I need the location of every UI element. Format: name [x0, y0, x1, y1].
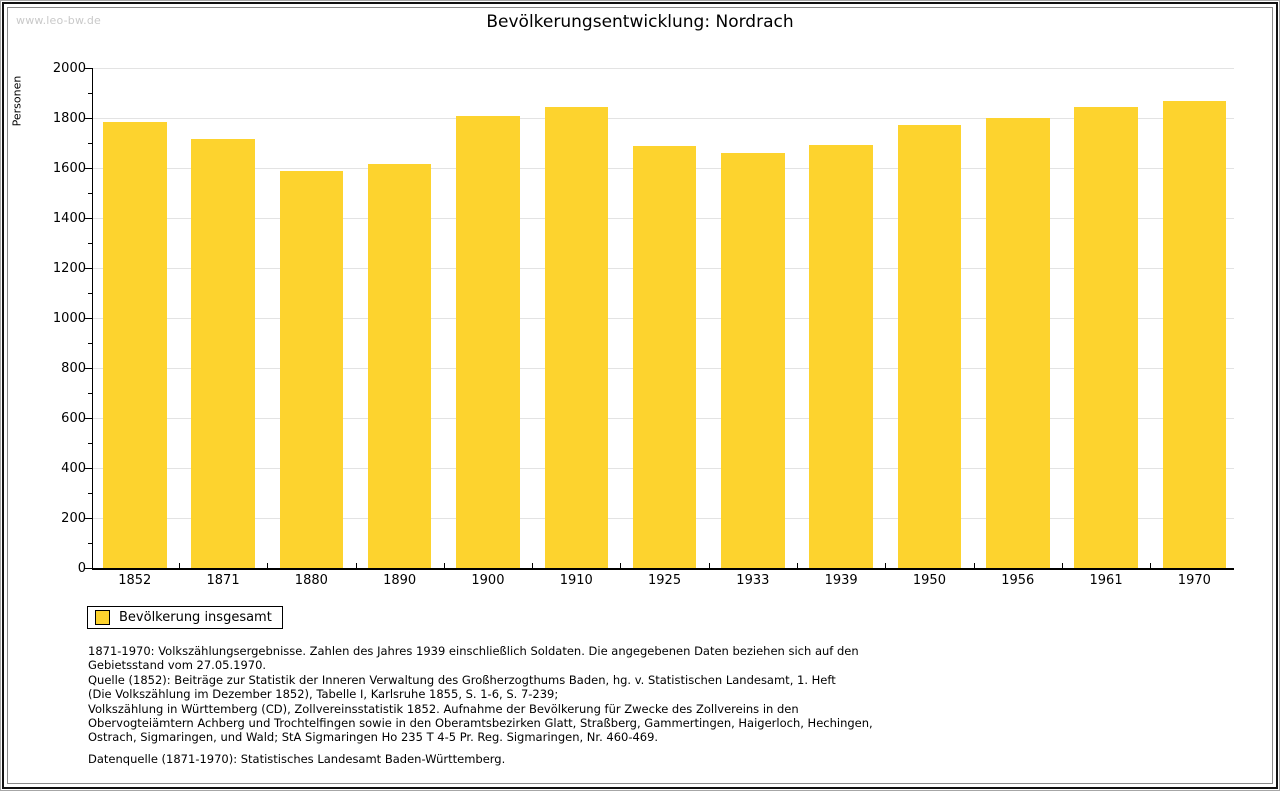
bar [279, 170, 344, 568]
footnote-line: 1871-1970: Volkszählungsergebnisse. Zahl… [88, 644, 859, 658]
y-major-tick [85, 317, 92, 319]
x-axis-tick [620, 563, 622, 568]
y-major-tick [85, 567, 92, 569]
x-tick-label: 1900 [471, 573, 505, 588]
y-minor-tick [88, 192, 92, 194]
y-minor-tick [88, 142, 92, 144]
y-major-tick [85, 217, 92, 219]
gridline [92, 68, 1234, 69]
x-tick-label: 1890 [383, 573, 417, 588]
x-tick-label: 1950 [912, 573, 946, 588]
legend: Bevölkerung insgesamt [87, 606, 283, 629]
legend-swatch [95, 610, 110, 625]
y-major-tick [85, 117, 92, 119]
y-tick-label: 400 [61, 460, 86, 476]
y-major-tick [85, 167, 92, 169]
x-axis-tick [797, 563, 798, 568]
x-axis-tick [1061, 563, 1063, 568]
bar [191, 138, 255, 568]
y-minor-tick [88, 492, 92, 494]
x-tick-label: 1880 [294, 573, 328, 588]
y-major-tick [85, 417, 92, 419]
y-minor-tick [88, 542, 92, 544]
x-tick-label: 1925 [648, 573, 682, 588]
x-tick-label: 1956 [1001, 573, 1035, 588]
y-tick-label: 0 [77, 560, 86, 576]
x-tick-label: 1910 [559, 573, 593, 588]
x-tick-label: 1852 [118, 573, 152, 588]
x-axis-tick [532, 563, 534, 568]
x-axis-tick [355, 563, 357, 568]
y-tick-label: 1200 [52, 260, 86, 276]
y-major-tick [85, 367, 92, 369]
chart-title: Bevölkerungsentwicklung: Nordrach [486, 12, 794, 32]
legend-label: Bevölkerung insgesamt [119, 610, 272, 625]
x-tick-label: 1933 [736, 573, 770, 588]
y-tick-label: 1800 [52, 110, 86, 126]
footnote-line: Volkszählung in Württemberg (CD), Zollve… [88, 701, 799, 716]
bar [544, 107, 608, 568]
y-minor-tick [88, 92, 92, 94]
footnote-line: Obervogteiämtern Achberg und Trochtelfin… [88, 716, 873, 731]
footnotes: 1871-1970: Volkszählungsergebnisse. Zahl… [88, 644, 873, 745]
footnote-line: (Die Volkszählung im Dezember 1852), Tab… [88, 687, 559, 702]
gridline [92, 118, 1234, 119]
x-tick-label: 1961 [1089, 573, 1123, 588]
y-tick-label: 600 [61, 410, 86, 426]
x-axis-tick [885, 563, 887, 568]
y-major-tick [85, 517, 92, 519]
y-tick-label: 2000 [52, 60, 86, 76]
y-axis-line [92, 68, 93, 568]
bar [721, 153, 785, 568]
datasource-line: Datenquelle (1871-1970): Statistisches L… [88, 752, 506, 766]
y-major-tick [85, 267, 92, 269]
bar [1074, 107, 1138, 568]
x-axis-tick [267, 563, 269, 568]
x-tick-label: 1970 [1177, 573, 1211, 588]
footnote-line: Quelle (1852): Beiträge zur Statistik de… [88, 672, 836, 687]
x-axis-line [92, 568, 1234, 570]
bar [367, 164, 432, 568]
y-minor-tick [88, 442, 92, 444]
y-major-tick [85, 467, 92, 469]
bar [103, 122, 167, 568]
y-minor-tick [88, 392, 92, 394]
bar [456, 116, 520, 568]
chart-canvas: www.leo-bw.de Bevölkerungsentwicklung: N… [7, 7, 1273, 784]
x-axis-tick [1150, 563, 1152, 568]
y-minor-tick [88, 242, 92, 244]
y-tick-label: 200 [61, 510, 86, 526]
y-minor-tick [88, 292, 92, 294]
bar [1162, 101, 1227, 568]
y-tick-label: 1600 [52, 160, 86, 176]
bar [897, 124, 962, 568]
y-major-tick [85, 67, 92, 69]
x-axis-tick [708, 563, 710, 568]
y-tick-label: 1400 [52, 210, 86, 226]
footnote-line: Ostrach, Sigmaringen, und Wald; StA Sigm… [88, 730, 659, 745]
bar [632, 145, 697, 568]
y-tick-label: 800 [61, 360, 86, 376]
x-axis-tick [443, 563, 445, 568]
plot-area [92, 68, 1234, 568]
watermark: www.leo-bw.de [16, 14, 102, 27]
x-tick-label: 1939 [824, 573, 858, 588]
footnote-line: Gebietsstand vom 27.05.1970. [88, 658, 267, 673]
y-tick-label: 1000 [52, 310, 86, 326]
x-axis-tick [178, 563, 180, 568]
x-axis-tick [973, 563, 975, 568]
x-tick-label: 1871 [206, 573, 240, 588]
bar [809, 145, 873, 568]
bar [986, 118, 1050, 568]
y-minor-tick [88, 342, 92, 344]
